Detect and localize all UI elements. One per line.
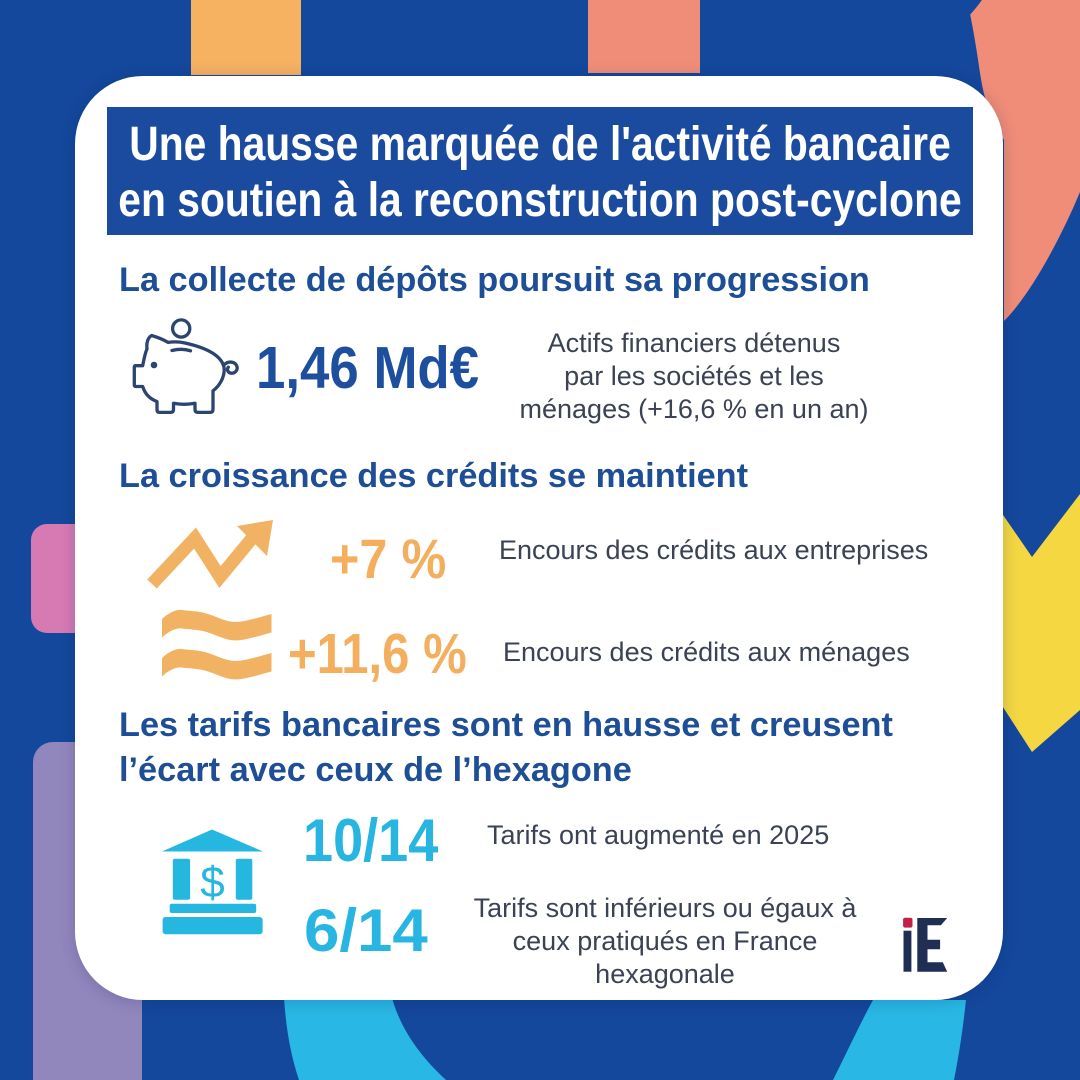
svg-text:$: $ xyxy=(200,858,224,907)
